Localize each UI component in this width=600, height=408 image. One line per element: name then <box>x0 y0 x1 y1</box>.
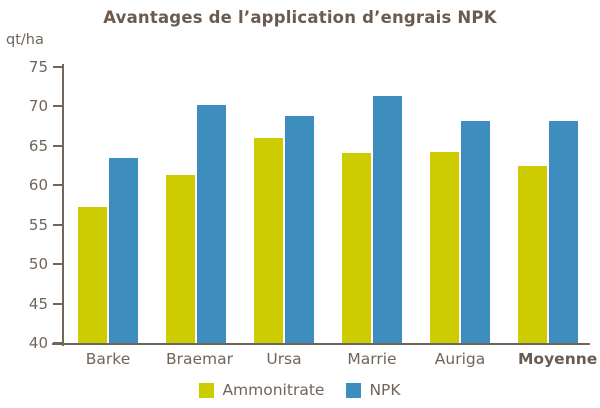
y-axis-tick: 45 <box>29 295 62 313</box>
bar-group: Auriga <box>430 67 490 368</box>
y-axis-tick: 40 <box>29 334 62 352</box>
plot-area: 75 70 65 60 55 50 45 40 Barke Braemar Ursa Marrie Au… <box>29 58 597 368</box>
x-axis-label-ursa: Ursa <box>266 350 302 368</box>
x-axis-label-braemar: Braemar <box>166 350 234 368</box>
y-axis-tick-label: 45 <box>28 294 48 313</box>
x-axis-label-auriga: Auriga <box>434 350 486 368</box>
legend-label: Ammonitrate <box>222 381 325 399</box>
bar-ammonitrate-auriga <box>430 152 459 343</box>
bar-group: Ursa <box>254 67 314 368</box>
y-axis-tick: 65 <box>29 137 62 155</box>
legend-swatch-icon <box>346 382 362 398</box>
y-axis-tick: 50 <box>29 255 62 273</box>
legend-item-ammonitrate[interactable]: Ammonitrate <box>199 381 324 399</box>
bar-group: Barke <box>78 67 138 368</box>
y-axis-line <box>62 64 64 346</box>
y-axis-tick-label: 65 <box>28 136 48 155</box>
y-axis-tick-label: 75 <box>28 58 48 76</box>
legend-label: NPK <box>369 381 401 399</box>
bar-group: Marrie <box>342 67 402 368</box>
legend-swatch-icon <box>199 382 215 398</box>
x-axis-label-barke: Barke <box>85 350 131 368</box>
x-axis-line <box>52 343 590 345</box>
bar-ammonitrate-barke <box>78 207 107 343</box>
legend-item-npk[interactable]: NPK <box>346 381 401 399</box>
bar-group: Moyenne <box>518 67 597 368</box>
y-axis-tick-label: 55 <box>28 215 48 234</box>
y-axis-tick: 75 <box>29 58 62 76</box>
bar-ammonitrate-ursa <box>254 137 283 343</box>
bar-ammonitrate-marrie <box>342 152 371 343</box>
y-axis-tick-label: 50 <box>28 255 48 274</box>
y-axis-tick: 60 <box>29 176 62 194</box>
bar-ammonitrate-moyenne <box>518 165 547 343</box>
bar-npk-marrie <box>373 96 402 343</box>
y-axis-tick: 70 <box>29 97 62 115</box>
y-axis-tick-label: 40 <box>28 334 48 352</box>
y-axis-tick: 55 <box>29 216 62 234</box>
bar-npk-braemar <box>197 104 226 343</box>
chart-title: Avantages de l’application d’engrais NPK <box>103 8 497 27</box>
y-axis-tick-label: 60 <box>28 176 48 195</box>
bar-npk-auriga <box>461 120 490 343</box>
bar-ammonitrate-braemar <box>166 175 195 343</box>
x-axis-label-moyenne: Moyenne <box>518 350 598 368</box>
x-axis-label-marrie: Marrie <box>347 350 397 368</box>
bar-npk-moyenne <box>549 120 578 343</box>
bar-npk-barke <box>109 158 138 343</box>
bar-group: Braemar <box>166 67 233 368</box>
bar-npk-ursa <box>285 115 314 343</box>
y-axis-tick-label: 70 <box>28 97 48 116</box>
chart-legend: Ammonitrate NPK <box>0 381 600 399</box>
y-axis-unit-label: qt/ha <box>6 32 44 48</box>
